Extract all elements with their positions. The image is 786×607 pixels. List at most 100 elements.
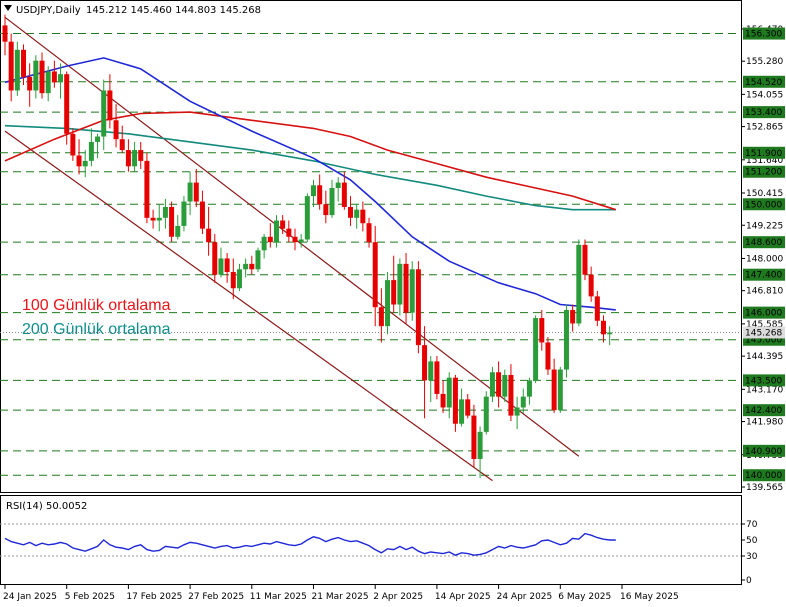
candle-body	[138, 150, 144, 161]
x-tick-label: 27 Feb 2025	[188, 592, 244, 602]
x-tick-label: 2 Apr 2025	[373, 592, 423, 602]
candle-body	[14, 49, 20, 91]
candle-body	[459, 399, 465, 424]
channel-lower-line[interactable]	[4, 130, 493, 482]
candle-body	[360, 209, 366, 224]
y-tick-label: 149.225	[746, 221, 783, 231]
level-price-tag	[743, 27, 785, 40]
y-tick-label: 152.865	[746, 123, 783, 133]
y-tick-label: 141.980	[746, 418, 783, 428]
x-tick-label: 24 Apr 2025	[497, 592, 553, 602]
candle-body	[33, 60, 39, 91]
candle-body	[397, 263, 403, 305]
level-price-label: 151.200	[745, 168, 782, 178]
candle-body	[82, 160, 88, 167]
candle-body	[181, 201, 187, 226]
rsi-line	[4, 532, 616, 556]
candle-body	[403, 263, 409, 313]
level-price-tag	[743, 146, 785, 159]
candle-body	[551, 369, 557, 411]
y-tick-label: 150.415	[746, 189, 783, 199]
candle-body	[576, 244, 582, 324]
x-tick-label: 14 Apr 2025	[435, 592, 491, 602]
candle-body	[162, 206, 168, 218]
ma50-line	[4, 57, 616, 311]
candle-body	[39, 60, 45, 94]
candle-body	[366, 223, 372, 243]
candle-body	[514, 407, 520, 416]
ma200-annotation: 200 Günlük ortalama	[22, 321, 171, 338]
ohlc-label: 145.212 145.460 144.803 145.268	[86, 5, 261, 16]
candle-body	[415, 269, 421, 346]
level-price-label: 154.520	[745, 78, 782, 88]
candle-body	[58, 74, 64, 83]
level-price-tag	[743, 374, 785, 387]
candle-body	[125, 150, 131, 167]
channel-upper-line[interactable]	[4, 16, 580, 457]
x-tick-label: 6 May 2025	[558, 592, 611, 602]
ma100-annotation: 100 Günlük ortalama	[22, 297, 171, 314]
candle-body	[8, 41, 14, 91]
x-tick-label: 11 Mar 2025	[250, 592, 307, 602]
level-price-tag	[743, 404, 785, 417]
candle-body	[508, 374, 514, 416]
chart-menu-icon[interactable]	[4, 5, 12, 11]
level-price-tag	[743, 444, 785, 457]
x-tick-label: 16 May 2025	[620, 592, 679, 602]
candle-body	[341, 182, 347, 207]
level-price-label: 150.000	[745, 200, 782, 210]
candle-body	[273, 220, 279, 243]
level-price-tag	[743, 75, 785, 88]
main-pane-border	[0, 0, 742, 493]
candle-body	[304, 196, 310, 240]
candle-body	[409, 269, 415, 313]
rsi-tick-label: 0	[746, 576, 752, 586]
candle-body	[440, 393, 446, 408]
candle-body	[533, 318, 539, 381]
candle-body	[588, 274, 594, 297]
current-price-tag	[743, 326, 785, 339]
candle-body	[607, 332, 613, 335]
candle-body	[582, 244, 588, 275]
x-tick-label: 21 Mar 2025	[312, 592, 369, 602]
y-tick-label: 146.810	[746, 287, 783, 297]
level-price-label: 151.900	[745, 149, 782, 159]
candle-body	[150, 217, 156, 221]
candle-body	[119, 139, 125, 151]
rsi-pane-border	[0, 495, 742, 585]
symbol-label: USDJPY,Daily	[16, 5, 81, 16]
candle-body	[51, 71, 57, 83]
candle-body	[391, 280, 397, 305]
candle-body	[88, 141, 94, 161]
y-tick-label: 143.170	[746, 385, 783, 395]
candle-body	[76, 155, 82, 167]
level-price-tag	[743, 236, 785, 249]
candle-body	[311, 185, 316, 197]
candle-body	[378, 307, 384, 327]
y-tick-label: 139.565	[746, 483, 783, 493]
candle-body	[557, 369, 563, 411]
x-tick-label: 5 Feb 2025	[65, 592, 115, 602]
rsi-tick-label: 50	[746, 536, 758, 546]
y-tick-label: 151.640	[746, 156, 783, 166]
candle-body	[113, 120, 119, 140]
candle-body	[95, 136, 101, 142]
level-price-label: 156.300	[745, 30, 782, 40]
candle-body	[452, 377, 458, 424]
y-tick-label: 145.585	[746, 320, 783, 330]
y-tick-label: 154.055	[746, 90, 783, 100]
candle-body	[520, 396, 526, 408]
candle-body	[193, 182, 199, 202]
candle-body	[243, 263, 249, 270]
candle-body	[434, 361, 440, 394]
candle-body	[169, 206, 175, 237]
x-tick-label: 24 Jan 2025	[3, 592, 57, 602]
rsi-tick-label: 30	[746, 552, 758, 562]
candle-body	[594, 296, 600, 321]
candle-body	[64, 74, 70, 134]
candle-body	[218, 258, 224, 275]
candle-body	[471, 415, 477, 459]
candle-body	[545, 342, 551, 370]
